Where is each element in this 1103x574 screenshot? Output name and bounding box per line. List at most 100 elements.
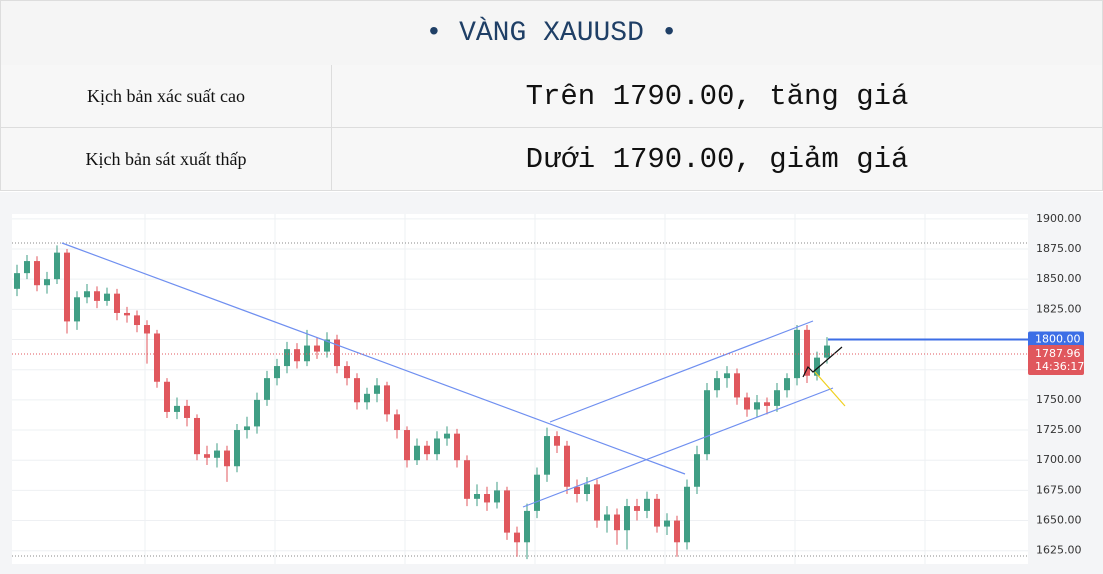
candle-body: [484, 494, 490, 503]
candle-body: [154, 333, 160, 382]
chart: 1625.00 1650.00 1675.00 1700.00 1725.00 1750.…: [0, 192, 1103, 574]
path-sketch: [802, 346, 843, 378]
candle-body: [374, 385, 380, 394]
candle-body: [414, 445, 420, 461]
price-tag: [1028, 345, 1084, 376]
level-tag: [1028, 331, 1084, 348]
candle-body: [424, 445, 430, 455]
candle-body: [114, 293, 120, 313]
candle-body: [254, 399, 260, 427]
table-row: Kịch bản sát xuất thấp Dưới 1790.00, giả…: [0, 128, 1103, 191]
candle-body: [524, 510, 530, 543]
path-sketch: [814, 371, 846, 407]
candle-body: [734, 373, 740, 398]
candle-body: [244, 426, 250, 431]
candle-body: [304, 345, 310, 362]
candle-body: [404, 430, 410, 461]
candle-body: [814, 357, 820, 376]
candle-body: [134, 315, 140, 326]
candle-body: [274, 366, 280, 379]
candle-body: [654, 498, 660, 527]
candle-body: [334, 339, 340, 367]
candle-body: [604, 514, 610, 521]
candle-body: [94, 291, 100, 301]
scenario-label: Kịch bản xác suất cao: [1, 65, 332, 127]
candle-body: [54, 252, 60, 280]
candle-body: [704, 390, 710, 455]
candle-body: [764, 402, 770, 406]
countdown: 14:36:17: [1035, 360, 1084, 373]
candle-body: [344, 366, 350, 379]
candle-body: [184, 405, 190, 418]
candle-body: [624, 506, 630, 531]
candle-body: [464, 460, 470, 499]
candle-body: [664, 520, 670, 527]
candle-body: [144, 325, 150, 334]
candle-body: [384, 385, 390, 415]
candle-body: [434, 438, 440, 455]
candle-body: [324, 339, 330, 352]
candle-body: [234, 430, 240, 467]
trendline: [549, 320, 814, 423]
y-tick-label: 1625.00: [1036, 544, 1082, 557]
candle-body: [284, 349, 290, 367]
candle-body: [474, 494, 480, 499]
candle-body: [614, 514, 620, 531]
candle-body: [314, 345, 320, 352]
candle-body: [714, 378, 720, 391]
candle-body: [444, 433, 450, 439]
candle-body: [64, 252, 70, 322]
candle-body: [684, 486, 690, 543]
candle-body: [44, 279, 50, 286]
y-tick-label: 1700.00: [1036, 453, 1082, 466]
candle-body: [34, 261, 40, 286]
candle-body: [534, 474, 540, 511]
candle-body: [694, 454, 700, 487]
candle-body: [354, 378, 360, 403]
scenario-label: Kịch bản sát xuất thấp: [1, 128, 332, 190]
y-tick-label: 1675.00: [1036, 483, 1082, 496]
candle-body: [754, 402, 760, 410]
candle-body: [494, 490, 500, 503]
candle-body: [564, 445, 570, 487]
candle-body: [594, 484, 600, 521]
candle-body: [394, 414, 400, 431]
y-tick-label: 1875.00: [1036, 242, 1082, 255]
candle-body: [634, 506, 640, 511]
candle-body: [454, 433, 460, 461]
candle-body: [804, 329, 810, 376]
candle-body: [364, 393, 370, 403]
candle-body: [14, 273, 20, 289]
candle-body: [644, 498, 650, 511]
candle-body: [674, 520, 680, 543]
candle-body: [544, 436, 550, 475]
candle-body: [264, 378, 270, 400]
candle-body: [504, 490, 510, 533]
candle-body: [784, 378, 790, 391]
candle-body: [104, 293, 110, 301]
plot-area: [12, 214, 1028, 564]
table-row: Kịch bản xác suất cao Trên 1790.00, tăng…: [0, 65, 1103, 128]
candle-body: [294, 349, 300, 362]
candle-body: [584, 484, 590, 494]
candle-body: [174, 405, 180, 412]
candle-body: [194, 417, 200, 455]
candle-body: [574, 486, 580, 494]
y-tick-label: 1650.00: [1036, 514, 1082, 527]
current-price-label: 1787.96: [1035, 347, 1081, 360]
candle-body: [214, 450, 220, 458]
y-tick-label: 1850.00: [1036, 272, 1082, 285]
candle-body: [774, 390, 780, 406]
scenario-text: Trên 1790.00, tăng giá: [525, 79, 909, 113]
scenario-text: Dưới 1790.00, giảm giá: [525, 142, 909, 176]
candle-body: [84, 291, 90, 298]
candle-body: [554, 436, 560, 446]
y-tick-label: 1825.00: [1036, 302, 1082, 315]
candle-body: [794, 329, 800, 379]
candle-body: [124, 312, 130, 316]
candle-body: [824, 345, 830, 358]
candle-body: [164, 381, 170, 412]
trendline: [522, 387, 834, 508]
y-tick-label: 1725.00: [1036, 423, 1082, 436]
